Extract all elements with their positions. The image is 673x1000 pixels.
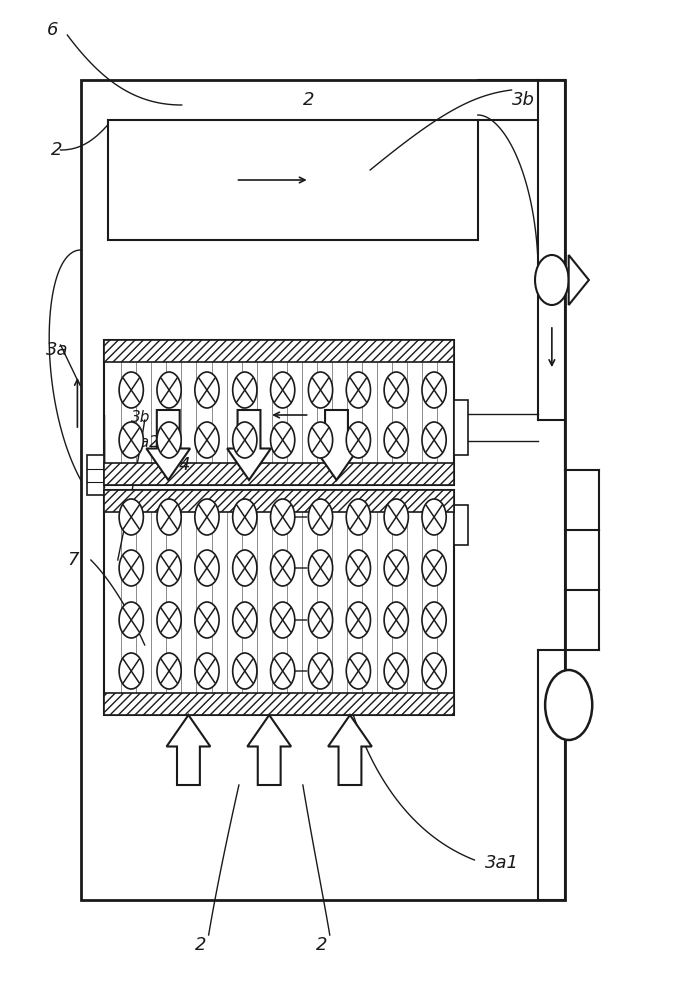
Polygon shape bbox=[328, 715, 371, 785]
Circle shape bbox=[119, 372, 143, 408]
Circle shape bbox=[271, 653, 295, 689]
Polygon shape bbox=[167, 715, 210, 785]
Circle shape bbox=[233, 550, 257, 586]
Text: 4: 4 bbox=[178, 456, 190, 474]
Circle shape bbox=[308, 550, 332, 586]
Circle shape bbox=[271, 499, 295, 535]
Circle shape bbox=[346, 550, 370, 586]
Text: 3b: 3b bbox=[511, 91, 534, 109]
Circle shape bbox=[308, 653, 332, 689]
Circle shape bbox=[422, 499, 446, 535]
Bar bbox=[104, 693, 454, 715]
Circle shape bbox=[119, 550, 143, 586]
Bar bbox=[104, 340, 454, 485]
Bar bbox=[108, 120, 478, 240]
Circle shape bbox=[384, 602, 409, 638]
Circle shape bbox=[384, 550, 409, 586]
Circle shape bbox=[233, 372, 257, 408]
Polygon shape bbox=[248, 715, 291, 785]
Circle shape bbox=[233, 499, 257, 535]
Bar bbox=[87, 455, 104, 495]
Circle shape bbox=[157, 653, 181, 689]
Circle shape bbox=[119, 499, 143, 535]
Circle shape bbox=[157, 499, 181, 535]
Circle shape bbox=[308, 499, 332, 535]
Text: 2: 2 bbox=[316, 936, 328, 954]
Polygon shape bbox=[314, 410, 358, 480]
Circle shape bbox=[422, 372, 446, 408]
Circle shape bbox=[422, 653, 446, 689]
Circle shape bbox=[195, 550, 219, 586]
Circle shape bbox=[157, 602, 181, 638]
Circle shape bbox=[119, 602, 143, 638]
Circle shape bbox=[271, 372, 295, 408]
Circle shape bbox=[308, 372, 332, 408]
Circle shape bbox=[346, 422, 370, 458]
Circle shape bbox=[271, 602, 295, 638]
Bar bbox=[104, 463, 454, 485]
Circle shape bbox=[384, 499, 409, 535]
Circle shape bbox=[384, 653, 409, 689]
Text: 7: 7 bbox=[67, 551, 79, 569]
Polygon shape bbox=[147, 410, 190, 480]
Text: 3a2: 3a2 bbox=[131, 435, 160, 450]
Circle shape bbox=[384, 422, 409, 458]
Circle shape bbox=[308, 602, 332, 638]
Circle shape bbox=[271, 422, 295, 458]
Circle shape bbox=[233, 422, 257, 458]
Circle shape bbox=[233, 602, 257, 638]
Text: 3a: 3a bbox=[46, 341, 68, 359]
Circle shape bbox=[157, 422, 181, 458]
Polygon shape bbox=[227, 410, 271, 480]
Text: 3b: 3b bbox=[131, 410, 151, 425]
Polygon shape bbox=[569, 255, 589, 305]
Circle shape bbox=[195, 422, 219, 458]
Circle shape bbox=[233, 653, 257, 689]
Circle shape bbox=[308, 422, 332, 458]
Circle shape bbox=[535, 255, 569, 305]
Circle shape bbox=[119, 653, 143, 689]
Text: 3a1: 3a1 bbox=[485, 854, 519, 872]
Bar bbox=[104, 490, 454, 715]
Circle shape bbox=[157, 372, 181, 408]
Bar bbox=[81, 80, 565, 900]
Circle shape bbox=[195, 602, 219, 638]
Text: 2: 2 bbox=[303, 91, 314, 109]
Bar bbox=[454, 505, 468, 545]
Circle shape bbox=[545, 670, 592, 740]
Circle shape bbox=[384, 372, 409, 408]
Bar bbox=[454, 400, 468, 455]
Text: 2: 2 bbox=[195, 936, 207, 954]
Circle shape bbox=[271, 550, 295, 586]
Bar bbox=[104, 340, 454, 362]
Bar bbox=[104, 490, 454, 512]
Text: 6: 6 bbox=[47, 21, 59, 39]
Circle shape bbox=[346, 653, 370, 689]
Circle shape bbox=[346, 499, 370, 535]
Circle shape bbox=[346, 602, 370, 638]
Circle shape bbox=[195, 653, 219, 689]
Circle shape bbox=[422, 422, 446, 458]
Circle shape bbox=[195, 372, 219, 408]
Circle shape bbox=[422, 550, 446, 586]
Circle shape bbox=[422, 602, 446, 638]
Circle shape bbox=[346, 372, 370, 408]
Circle shape bbox=[157, 550, 181, 586]
Circle shape bbox=[119, 422, 143, 458]
Circle shape bbox=[195, 499, 219, 535]
Text: 2: 2 bbox=[50, 141, 62, 159]
